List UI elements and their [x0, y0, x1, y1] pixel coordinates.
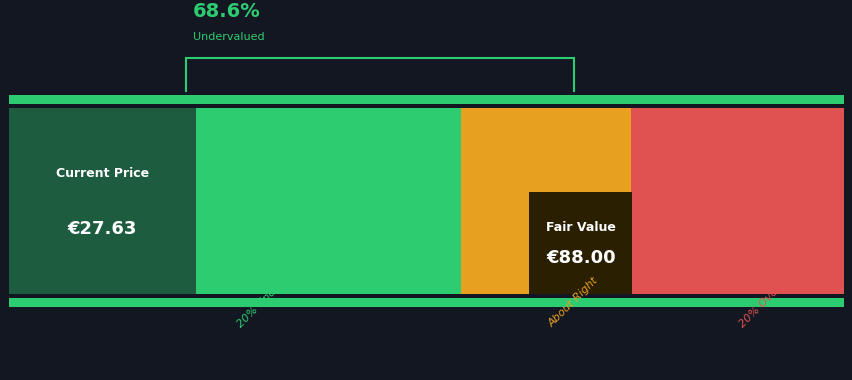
Text: 20% Overvalued: 20% Overvalued: [737, 256, 809, 329]
Bar: [9, 298, 843, 307]
Bar: [9, 108, 461, 294]
Text: €88.00: €88.00: [545, 249, 615, 268]
Bar: [461, 108, 630, 294]
Text: 20% Undervalued: 20% Undervalued: [234, 252, 312, 329]
Bar: [529, 192, 631, 294]
Text: Current Price: Current Price: [55, 167, 148, 180]
Bar: [9, 95, 843, 105]
Bar: [630, 108, 843, 294]
Text: About Right: About Right: [545, 276, 599, 329]
Text: €27.63: €27.63: [67, 220, 136, 238]
Text: Fair Value: Fair Value: [545, 221, 615, 234]
Bar: [9, 108, 196, 294]
Text: Undervalued: Undervalued: [193, 32, 264, 42]
Text: 68.6%: 68.6%: [193, 2, 260, 21]
